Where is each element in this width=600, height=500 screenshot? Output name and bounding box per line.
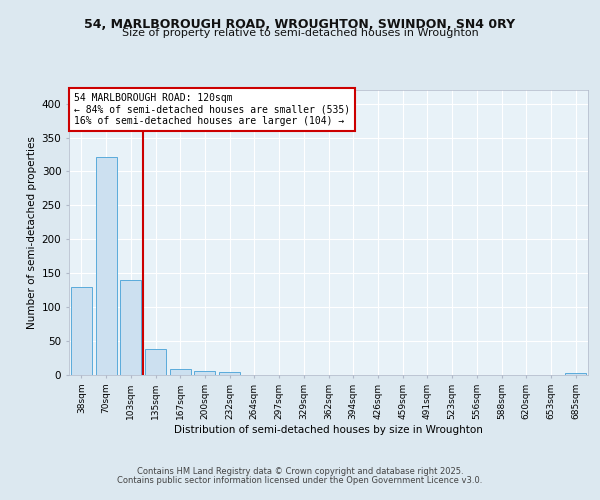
Text: 54 MARLBOROUGH ROAD: 120sqm
← 84% of semi-detached houses are smaller (535)
16% : 54 MARLBOROUGH ROAD: 120sqm ← 84% of sem… [74, 93, 350, 126]
Bar [219, 372, 240, 375]
Bar [170, 369, 191, 375]
Text: Contains public sector information licensed under the Open Government Licence v3: Contains public sector information licen… [118, 476, 482, 485]
Bar [95, 156, 116, 375]
Y-axis label: Number of semi-detached properties: Number of semi-detached properties [28, 136, 37, 329]
Text: Contains HM Land Registry data © Crown copyright and database right 2025.: Contains HM Land Registry data © Crown c… [137, 467, 463, 476]
Bar [71, 287, 92, 375]
Bar [194, 371, 215, 375]
X-axis label: Distribution of semi-detached houses by size in Wroughton: Distribution of semi-detached houses by … [174, 424, 483, 434]
Text: 54, MARLBOROUGH ROAD, WROUGHTON, SWINDON, SN4 0RY: 54, MARLBOROUGH ROAD, WROUGHTON, SWINDON… [85, 18, 515, 30]
Text: Size of property relative to semi-detached houses in Wroughton: Size of property relative to semi-detach… [122, 28, 478, 38]
Bar [120, 280, 141, 375]
Bar [145, 349, 166, 375]
Bar [565, 373, 586, 375]
